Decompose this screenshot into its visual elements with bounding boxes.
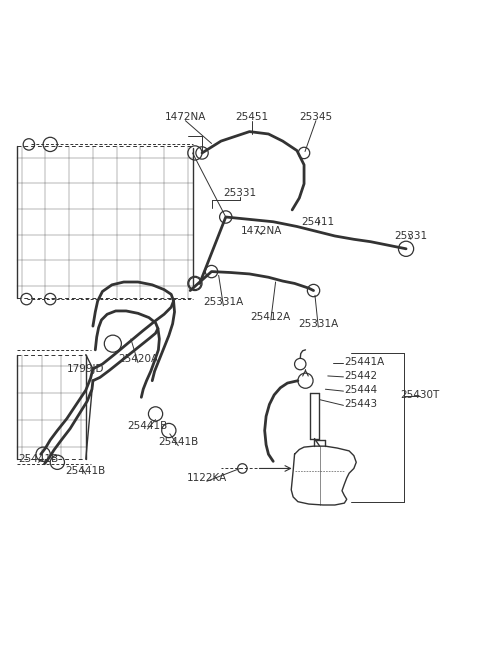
Text: 25331: 25331 [223, 189, 257, 198]
Text: 25441B: 25441B [18, 454, 59, 464]
Text: 1472NA: 1472NA [165, 112, 206, 122]
Text: 25441B: 25441B [66, 466, 106, 476]
Text: 25331: 25331 [394, 231, 427, 241]
Text: 1122KA: 1122KA [187, 473, 227, 483]
Text: 25441B: 25441B [127, 420, 168, 431]
Text: 25331A: 25331A [203, 298, 243, 307]
Text: 1799JD: 1799JD [67, 364, 105, 374]
Text: 25441A: 25441A [344, 357, 384, 367]
Text: 1472NA: 1472NA [240, 226, 282, 237]
Text: 25345: 25345 [300, 112, 333, 122]
Text: 25443: 25443 [344, 399, 377, 409]
Text: 25442: 25442 [344, 371, 377, 381]
Text: 25451: 25451 [235, 112, 268, 122]
Text: 25444: 25444 [344, 385, 377, 395]
Text: 25331A: 25331A [298, 319, 338, 328]
Text: 25420A: 25420A [118, 354, 158, 365]
Text: 25411: 25411 [302, 217, 335, 227]
Text: 25430T: 25430T [401, 390, 440, 400]
Text: 25441B: 25441B [158, 438, 198, 447]
Text: 25412A: 25412A [251, 311, 291, 322]
